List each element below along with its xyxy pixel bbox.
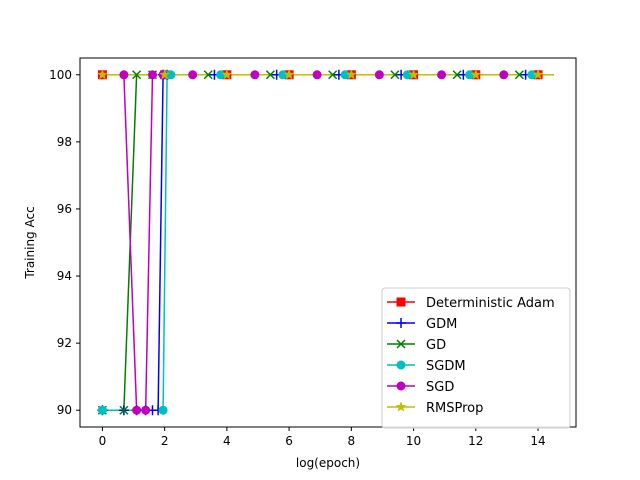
series-4-point — [141, 405, 151, 415]
legend-marker — [396, 297, 406, 307]
series-5-point — [345, 69, 357, 80]
legend-marker — [396, 381, 406, 391]
y-tick-label: 94 — [57, 269, 72, 283]
legend: Deterministic Adam GDM GD SGDM SGD RMSProp — [381, 287, 571, 429]
series-3-point — [97, 405, 107, 415]
series-5-point — [283, 69, 295, 80]
legend-label: SGDM — [426, 359, 466, 374]
x-tick-label: 2 — [161, 434, 169, 448]
series-4-point — [374, 70, 384, 80]
y-tick-label: 100 — [49, 68, 72, 82]
legend-label: Deterministic Adam — [426, 296, 555, 311]
series-3-point — [166, 70, 176, 80]
legend-item: SGDM — [387, 359, 466, 374]
series-4-point — [312, 70, 322, 80]
x-axis-title: log(epoch) — [296, 456, 360, 470]
series-3-point — [216, 70, 226, 80]
x-tick-label: 6 — [285, 434, 293, 448]
legend-box — [381, 287, 571, 429]
legend-label: SGD — [426, 380, 454, 395]
legend-marker — [396, 360, 406, 370]
x-axis: 0 2 4 6 8 10 12 14 — [99, 427, 546, 448]
legend-item: GDM — [387, 317, 457, 332]
series-3-point — [527, 70, 537, 80]
series-4-point — [499, 70, 509, 80]
legend-label: GD — [426, 338, 446, 353]
plot-frame — [79, 57, 577, 428]
series-3-point — [158, 405, 168, 415]
y-axis-title: Training Acc — [23, 206, 37, 279]
series-4-point — [132, 405, 142, 415]
series-2-point — [132, 70, 142, 80]
x-tick-label: 12 — [468, 434, 483, 448]
series-3-point — [340, 70, 350, 80]
plot-markers — [96, 69, 544, 416]
series-4-point — [148, 70, 158, 80]
series-4-point — [437, 70, 447, 80]
legend-item: GD — [387, 338, 446, 353]
legend-item: SGD — [387, 380, 454, 395]
legend-label: RMSProp — [426, 401, 483, 416]
x-tick-label: 10 — [406, 434, 421, 448]
series-2-point — [328, 70, 338, 80]
x-tick-label: 8 — [348, 434, 356, 448]
series-5-point — [470, 69, 482, 80]
y-tick-label: 92 — [57, 336, 72, 350]
series-4-point — [250, 70, 260, 80]
series-2-point — [203, 70, 213, 80]
series-4-point — [188, 70, 198, 80]
series-2-point — [119, 405, 129, 415]
legend-label: GDM — [426, 317, 457, 332]
legend-marker — [395, 401, 407, 412]
legend-item: RMSProp — [387, 401, 483, 416]
series-2-point — [390, 70, 400, 80]
legend-marker — [396, 339, 406, 349]
series-3-point — [402, 70, 412, 80]
series-5-point — [221, 69, 233, 80]
y-tick-label: 98 — [57, 135, 72, 149]
series-2-point — [265, 70, 275, 80]
y-axis: 90 92 94 96 98 100 — [49, 68, 80, 417]
series-5-point — [159, 69, 171, 80]
series-2-point — [514, 70, 524, 80]
legend-item: Deterministic Adam — [387, 296, 555, 311]
series-3-point — [278, 70, 288, 80]
series-5-point — [408, 69, 420, 80]
series-2-point — [452, 70, 462, 80]
legend-marker — [396, 318, 406, 328]
x-tick-label: 0 — [99, 434, 107, 448]
series-5-point — [96, 69, 108, 80]
series-3-point — [465, 70, 475, 80]
series-5-point — [532, 69, 544, 80]
series-4-point — [119, 70, 129, 80]
x-tick-label: 4 — [223, 434, 231, 448]
y-tick-label: 96 — [57, 202, 72, 216]
x-tick-label: 14 — [530, 434, 545, 448]
y-tick-label: 90 — [57, 403, 72, 417]
